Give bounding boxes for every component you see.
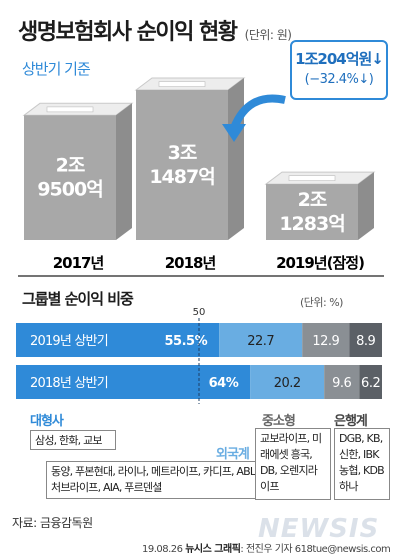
chart-title: 생명보험회사 순이익 현황 (단위: 원) xyxy=(18,14,292,46)
decline-arrow xyxy=(230,94,286,130)
share-bar-chart: 55.5% 22.7 12.9 8.9 2019년 상반기 64% 20.2 9.6 6.2 20… xyxy=(16,307,382,404)
title-unit: (단위: 원) xyxy=(244,28,292,42)
change-callout: 1조204억원↓ (−32.4%↓) xyxy=(290,40,388,100)
watermark: NEWSIS xyxy=(258,514,380,544)
bar-value-label: 6.2 xyxy=(361,376,380,391)
category-mid-members: 교보라이프, 미래에셋 흥국, DB, 오렌지라이프 xyxy=(255,428,331,500)
bar-value-label: 55.5% xyxy=(165,334,208,349)
category-bank-label: 은행계 xyxy=(334,414,368,429)
box-value-label: 2조 xyxy=(56,155,85,177)
box-value-label: 2조 xyxy=(298,189,327,211)
bar-value-label: 22.7 xyxy=(247,334,274,349)
bar-segment-2 xyxy=(219,323,303,357)
bar-value-label: 20.2 xyxy=(274,376,301,391)
change-percent: (−32.4%↓) xyxy=(304,72,374,87)
section-title: 그룹별 순이익 비중 xyxy=(22,290,134,308)
bar-segment-4 xyxy=(359,365,382,399)
credit-date: 19.08.26 xyxy=(142,544,183,555)
source: 자료: 금융감독원 xyxy=(12,516,93,530)
box-value-label: 3조 xyxy=(168,142,197,164)
year-label: 2018년 xyxy=(165,254,216,272)
category-large-label: 대형사 xyxy=(30,414,64,429)
credit-rest: : 전진우 기자 618tue@newsis.com xyxy=(240,544,391,555)
category-foreign-members: 동양, 푸본현대, 라이나, 메트라이프, 카디프, ABL, 처브라이프, A… xyxy=(46,461,272,499)
bar-value-label: 12.9 xyxy=(312,334,339,349)
reference-line-label: 50 xyxy=(193,307,206,318)
bar-value-label: 9.6 xyxy=(332,376,351,391)
bar-segment-2 xyxy=(250,365,325,399)
year-label: 2017년 xyxy=(53,254,104,272)
box-value-label: 1283억 xyxy=(279,213,344,235)
bar-segment-1 xyxy=(16,365,251,399)
box-value-label: 9500억 xyxy=(37,179,102,201)
category-large-members: 삼성, 한화, 교보 xyxy=(30,430,116,450)
box-value-label: 1487억 xyxy=(149,166,214,188)
bar-segment-3 xyxy=(302,323,350,357)
bar-row-label: 2019년 상반기 xyxy=(30,334,108,349)
credit-agency: 뉴시스 그래픽 xyxy=(185,544,241,555)
decline-arrow-head xyxy=(222,124,246,142)
bar-value-label: 64% xyxy=(209,376,239,391)
change-value: 1조204억원↓ xyxy=(295,50,384,68)
bar-segment-4 xyxy=(349,323,382,357)
bar-segment-3 xyxy=(324,365,360,399)
category-bank-members: DGB, KB, 신한, IBK 농협, KDB 하나 xyxy=(334,428,390,500)
bar-value-label: 8.9 xyxy=(356,334,375,349)
category-mid-label: 중소형 xyxy=(262,414,296,429)
bar-segment-1 xyxy=(16,323,220,357)
year-label: 2019년(잠정) xyxy=(276,254,364,272)
title-text: 생명보험회사 순이익 현황 xyxy=(18,20,238,45)
credit-line: 19.08.26 뉴시스 그래픽: 전진우 기자 618tue@newsis.c… xyxy=(142,540,391,555)
bar-row-label: 2018년 상반기 xyxy=(30,376,108,391)
category-foreign-label: 외국계 xyxy=(216,447,250,462)
section-unit: (단위: %) xyxy=(300,296,343,309)
subtitle: 상반기 기준 xyxy=(22,60,91,78)
